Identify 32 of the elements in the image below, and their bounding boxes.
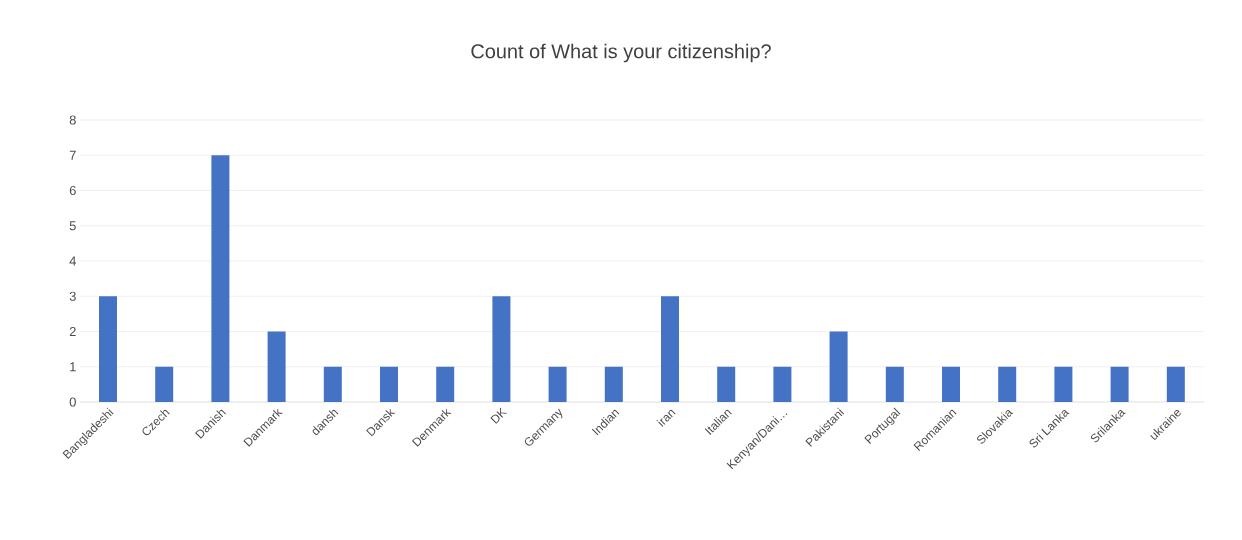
bar [211, 155, 230, 402]
x-tick-label: DK [490, 407, 508, 424]
bar [99, 296, 117, 402]
bar [155, 366, 174, 402]
bar [1110, 366, 1129, 402]
y-tick-label: 3 [69, 291, 76, 301]
bar [267, 331, 286, 402]
x-tick-label: iran [656, 409, 676, 427]
bar [436, 366, 455, 402]
bar [773, 366, 792, 402]
bar [604, 366, 623, 402]
bar [1166, 366, 1185, 402]
bar [885, 366, 904, 402]
y-tick-label: 2 [69, 326, 76, 337]
bar [661, 296, 679, 402]
y-tick-label: 5 [69, 221, 76, 231]
y-tick-label: 4 [69, 256, 77, 266]
bar [492, 296, 511, 402]
bar [380, 366, 398, 402]
y-tick-label: 1 [70, 362, 76, 372]
bar [323, 366, 342, 402]
y-tick-label: 7 [69, 150, 76, 160]
bar [998, 366, 1017, 402]
y-tick-label: 0 [69, 397, 76, 407]
bar [717, 366, 736, 402]
bar [1054, 366, 1073, 402]
bar [829, 331, 848, 402]
y-tick-label: 8 [69, 115, 76, 125]
bar [942, 366, 960, 402]
y-tick-label: 6 [69, 185, 76, 196]
chart-title: Count of What is your citizenship? [471, 43, 771, 63]
bar [548, 366, 567, 402]
